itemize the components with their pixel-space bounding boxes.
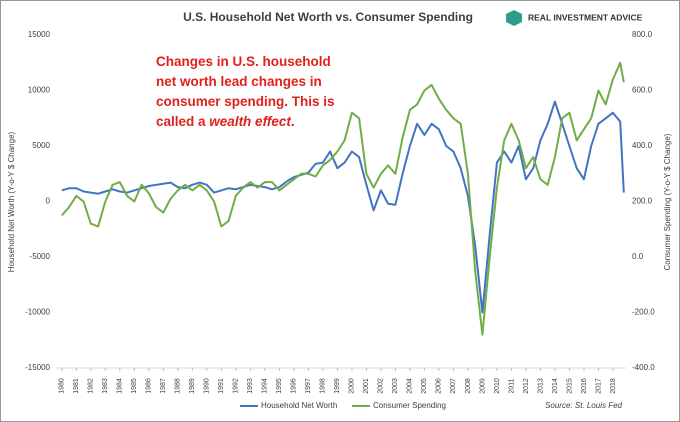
x-tick-label: 2005	[421, 378, 428, 394]
x-tick-label: 2003	[392, 378, 399, 394]
x-tick-label: 1981	[73, 378, 80, 394]
legend-label: Household Net Worth	[261, 401, 337, 410]
y-tick-label: 5000	[32, 141, 50, 150]
x-tick-label: 2010	[494, 378, 501, 394]
x-tick-label: 1994	[262, 378, 269, 394]
annotation-line: net worth lead changes in	[156, 74, 322, 89]
y2-tick-label: 200.0	[632, 197, 653, 206]
y-axis-label: Household Net Worth (Y-o-Y $ Change)	[7, 131, 16, 272]
y-tick-label: -10000	[25, 308, 50, 317]
annotation: Changes in U.S. household net worth lead…	[156, 54, 335, 129]
y-tick-label: 15000	[28, 30, 51, 39]
y-tick-label: -15000	[25, 363, 50, 372]
x-tick-label: 1998	[320, 378, 327, 394]
x-tick-label: 1984	[117, 378, 124, 394]
x-tick-label: 1999	[334, 378, 341, 394]
annotation-line: Changes in U.S. household	[156, 54, 331, 69]
annotation-emphasis: wealth effect	[209, 114, 291, 129]
x-tick-label: 2007	[450, 378, 457, 394]
y2-tick-label: -400.0	[632, 363, 655, 372]
x-tick-label: 2011	[508, 378, 515, 393]
brand-logo	[506, 10, 522, 26]
y2-tick-label: 800.0	[632, 30, 653, 39]
series-line	[61, 100, 625, 314]
annotation-text: .	[291, 114, 295, 129]
annotation-line: consumer spending. This is	[156, 94, 335, 109]
chart-title: U.S. Household Net Worth vs. Consumer Sp…	[183, 10, 473, 24]
x-tick-label: 2012	[523, 378, 530, 394]
x-tick-label: 2013	[537, 378, 544, 394]
y2-tick-label: 600.0	[632, 86, 653, 95]
x-tick-label: 1986	[146, 378, 153, 394]
y-tick-label: -5000	[30, 252, 51, 261]
x-tick-label: 1993	[247, 378, 254, 394]
brand: REAL INVESTMENT ADVICE	[528, 12, 643, 22]
series-line	[61, 61, 625, 336]
source: Source: St. Louis Fed	[545, 401, 622, 410]
x-tick-label: 1991	[218, 378, 225, 394]
x-tick-label: 2004	[407, 378, 414, 394]
x-tick-label: 1992	[233, 378, 240, 394]
x-tick-label: 1989	[189, 378, 196, 394]
x-tick-label: 1990	[204, 378, 211, 394]
x-tick-label: 2014	[552, 378, 559, 394]
x-tick-label: 1995	[276, 378, 283, 394]
x-tick-label: 2009	[479, 378, 486, 394]
x-tick-label: 1987	[160, 378, 167, 394]
x-tick-label: 1988	[175, 378, 182, 394]
x-tick-label: 2002	[378, 378, 385, 394]
y2-tick-label: 400.0	[632, 141, 653, 150]
x-tick-label: 2016	[581, 378, 588, 394]
x-tick-label: 1980	[59, 378, 66, 394]
legend-label: Consumer Spending	[373, 401, 446, 410]
x-tick-label: 2017	[595, 378, 602, 394]
y-tick-label: 0	[46, 197, 51, 206]
x-tick-label: 1997	[305, 378, 312, 394]
x-tick-label: 2018	[610, 378, 617, 394]
annotation-text: called a	[156, 114, 209, 129]
y2-axis-label: Consumer Spending (Y-o-Y $ Change)	[663, 133, 672, 270]
x-tick-label: 2000	[349, 378, 356, 394]
x-tick-label: 1983	[102, 378, 109, 394]
x-tick-label: 1996	[291, 378, 298, 394]
x-tick-label: 2008	[465, 378, 472, 394]
x-tick-label: 2001	[363, 378, 370, 394]
x-tick-label: 1985	[131, 378, 138, 394]
y2-tick-label: -200.0	[632, 308, 655, 317]
x-tick-label: 2015	[566, 378, 573, 394]
x-tick-label: 2006	[436, 378, 443, 394]
annotation-line: called a wealth effect.	[156, 114, 295, 129]
y-tick-label: 10000	[28, 86, 51, 95]
y2-tick-label: 0.0	[632, 252, 644, 261]
x-tick-label: 1982	[88, 378, 95, 394]
